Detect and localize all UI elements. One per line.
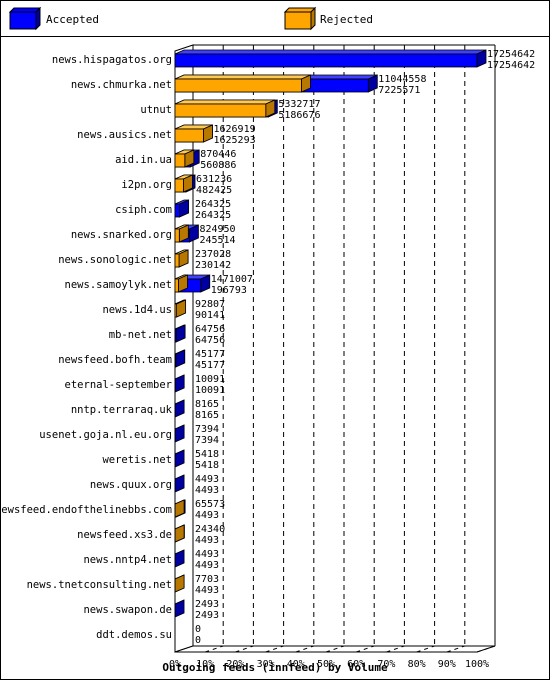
value-label-bottom: 45177 [195,360,225,371]
category-label: weretis.net [102,454,172,466]
value-label-bottom: 17254642 [487,60,535,71]
category-label: usenet.goja.nl.eu.org [39,429,172,441]
bar-rejected [175,75,310,92]
value-label-bottom: 230142 [195,260,231,271]
category-label: eternal-september [65,379,172,391]
value-label-bottom: 7225571 [378,85,420,96]
value-label-top: 1626919 [213,124,255,135]
value-label-bottom: 10091 [195,385,225,396]
value-label-bottom: 7394 [195,435,219,446]
category-label: newsfeed.bofh.team [58,354,172,366]
value-label-bottom: 245514 [199,235,235,246]
legend-swatch-rejected [285,8,315,29]
bar-accepted [175,50,486,67]
category-label: newsfeed.endofthelinebbs.com [0,504,172,516]
category-label: i2pn.org [121,179,172,191]
legend-label-accepted: Accepted [46,13,99,26]
value-label-bottom: 64756 [195,335,225,346]
value-label-top: 824950 [199,224,235,235]
value-label-top: 5332717 [278,99,320,110]
bar-row [175,125,212,142]
value-label-bottom: 4493 [195,585,219,596]
value-label-bottom: 560886 [200,160,236,171]
category-label: news.swapon.de [83,604,172,616]
x-tick-label: 100% [465,659,489,670]
x-tick-label: 80% [408,659,426,670]
value-label-top: 237028 [195,249,231,260]
value-label-top: 45177 [195,349,225,360]
value-label-top: 7394 [195,424,219,435]
bar-row [175,100,277,117]
category-label: csiph.com [115,204,172,216]
value-label-top: 1471007 [211,274,253,285]
value-label-top: 631236 [196,174,232,185]
bar-rejected [175,175,192,192]
value-label-top: 4493 [195,549,219,560]
value-label-top: 8165 [195,399,219,410]
value-label-top: 17254642 [487,49,535,60]
value-label-bottom: 264325 [195,210,231,221]
value-label-top: 5418 [195,449,219,460]
category-label: news.hispagatos.org [52,54,172,66]
legend-label-rejected: Rejected [320,13,373,26]
value-label-bottom: 90141 [195,310,225,321]
value-label-top: 10091 [195,374,225,385]
category-label: newsfeed.xs3.de [77,529,172,541]
value-label-top: 92807 [195,299,225,310]
category-label: nntp.terraraq.uk [71,404,173,416]
value-label-top: 64756 [195,324,225,335]
chart-title: Outgoing feeds (innfeed) by Volume [162,661,388,674]
value-label-bottom: 4493 [195,485,219,496]
value-label-bottom: 4493 [195,510,219,521]
bar-row [175,275,210,292]
value-label-bottom: 482425 [196,185,232,196]
bar-row [175,225,198,242]
bar-row [175,175,195,192]
category-label: ddt.demos.su [96,629,172,641]
value-label-bottom: 5186676 [278,110,320,121]
category-label: aid.in.ua [115,154,172,166]
value-label-top: 264325 [195,199,231,210]
category-label: news.quux.org [90,479,172,491]
value-label-top: 870446 [200,149,236,160]
value-label-bottom: 5418 [195,460,219,471]
value-label-top: 2493 [195,599,219,610]
bar-row [175,50,486,67]
value-label-top: 11044558 [378,74,426,85]
value-label-bottom: 4493 [195,560,219,571]
category-label: news.sonologic.net [58,254,172,266]
value-label-bottom: 1625293 [213,135,255,146]
value-label-top: 0 [195,624,201,635]
value-label-top: 7703 [195,574,219,585]
category-label: news.samoylyk.net [65,279,172,291]
category-label: utnut [140,104,172,116]
bar-rejected [175,100,275,117]
category-label: news.1d4.us [102,304,172,316]
value-label-bottom: 8165 [195,410,219,421]
category-label: news.nntp4.net [83,554,172,566]
bar-row [175,150,199,167]
value-label-bottom: 4493 [195,535,219,546]
legend-swatch-accepted [10,8,40,29]
value-label-top: 4493 [195,474,219,485]
value-label-bottom: 0 [195,635,201,646]
category-label: news.tnetconsulting.net [27,579,172,591]
category-label: news.chmurka.net [71,79,172,91]
bar-row [175,75,377,92]
bar-rejected [175,125,212,142]
category-label: news.snarked.org [71,229,172,241]
category-label: mb-net.net [109,329,172,341]
bar-rejected [175,150,194,167]
x-tick-label: 90% [438,659,456,670]
value-label-top: 24340 [195,524,225,535]
value-label-top: 65573 [195,499,225,510]
value-label-bottom: 2493 [195,610,219,621]
value-label-bottom: 196793 [211,285,247,296]
category-label: news.ausics.net [77,129,172,141]
